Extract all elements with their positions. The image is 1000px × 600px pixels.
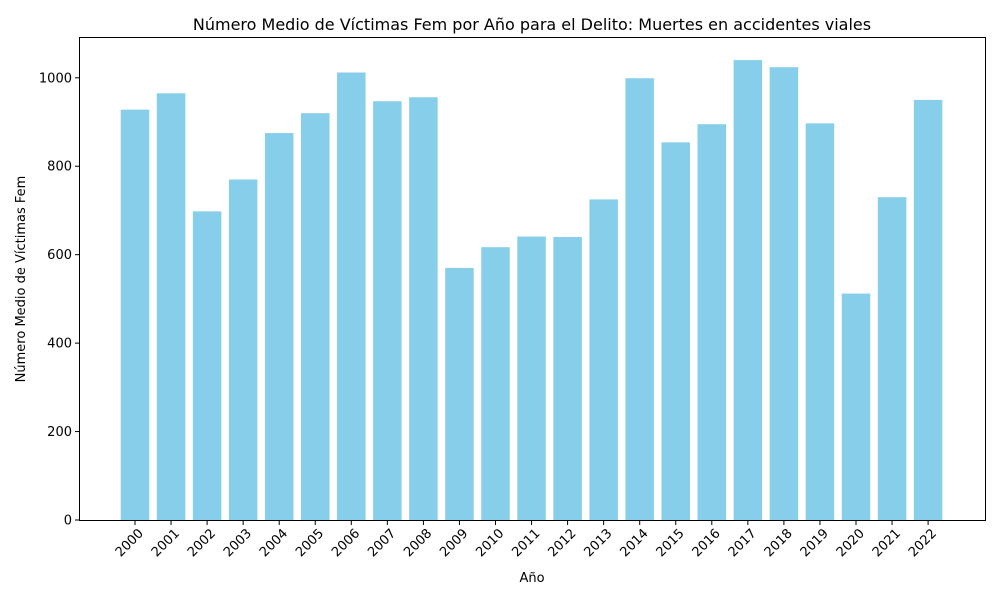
x-tick-label: 2017 bbox=[726, 526, 760, 560]
bar-2022 bbox=[913, 99, 943, 520]
bar-2005 bbox=[301, 113, 330, 521]
bar-2000 bbox=[120, 109, 150, 520]
y-tick-label: 0 bbox=[64, 514, 72, 529]
x-tick-label: 2013 bbox=[581, 526, 615, 560]
x-tick-label: 2009 bbox=[437, 526, 471, 560]
x-tick-label: 2016 bbox=[690, 526, 724, 560]
bar-2012 bbox=[553, 236, 582, 521]
bar-2010 bbox=[481, 247, 510, 520]
x-tick-label: 2002 bbox=[185, 526, 219, 560]
plot-frame bbox=[79, 37, 986, 521]
bar-2015 bbox=[661, 142, 690, 521]
y-axis-ticks: 0 200 400 600 800 1000 bbox=[39, 71, 80, 529]
bar-2003 bbox=[228, 179, 258, 520]
bar-2014 bbox=[625, 78, 654, 521]
y-tick-label: 800 bbox=[47, 160, 72, 175]
bar-2021 bbox=[877, 197, 907, 520]
x-tick-label: 2015 bbox=[654, 526, 688, 560]
y-tick-label: 600 bbox=[47, 248, 72, 263]
x-tick-label: 2006 bbox=[329, 526, 363, 560]
bar-2011 bbox=[517, 236, 546, 521]
x-tick-label: 2019 bbox=[798, 526, 832, 560]
bar-2002 bbox=[192, 211, 222, 520]
x-tick-label: 2008 bbox=[401, 526, 435, 560]
bar-2006 bbox=[337, 72, 366, 521]
x-tick-label: 2000 bbox=[113, 526, 147, 560]
x-tick-label: 2020 bbox=[834, 526, 868, 560]
x-tick-label: 2011 bbox=[509, 526, 543, 560]
x-tick-label: 2004 bbox=[257, 526, 291, 560]
bar-2008 bbox=[409, 97, 438, 520]
x-tick-label: 2014 bbox=[618, 526, 652, 560]
chart-title: Número Medio de Víctimas Fem por Año par… bbox=[193, 15, 871, 34]
x-axis-ticks: 2000 2001 2002 2003 2004 2005 2006 2007 2008 2009… bbox=[113, 520, 940, 560]
x-tick-label: 2005 bbox=[293, 526, 327, 560]
bar-2016 bbox=[697, 124, 727, 520]
bar-2018 bbox=[769, 67, 799, 520]
y-tick-label: 1000 bbox=[39, 71, 72, 86]
bar-2007 bbox=[373, 101, 402, 520]
bar-2001 bbox=[156, 93, 186, 520]
x-tick-label: 2007 bbox=[365, 526, 399, 560]
y-tick-label: 400 bbox=[47, 337, 72, 352]
y-axis-title: Número Medio de Víctimas Fem bbox=[14, 176, 29, 383]
bar-2004 bbox=[264, 133, 294, 520]
x-tick-label: 2003 bbox=[221, 526, 255, 560]
x-tick-label: 2010 bbox=[473, 526, 507, 560]
x-tick-label: 2022 bbox=[906, 526, 940, 560]
bar-2009 bbox=[445, 267, 474, 520]
bar-2013 bbox=[589, 199, 618, 520]
bar-2019 bbox=[805, 123, 835, 520]
bar-2020 bbox=[841, 293, 871, 520]
y-tick-label: 200 bbox=[47, 425, 72, 440]
bars-group bbox=[120, 60, 943, 521]
bar-2017 bbox=[733, 60, 763, 521]
x-tick-label: 2012 bbox=[545, 526, 579, 560]
x-axis-title: Año bbox=[519, 571, 544, 586]
x-tick-label: 2001 bbox=[149, 526, 183, 560]
x-tick-label: 2018 bbox=[762, 526, 796, 560]
x-tick-label: 2021 bbox=[870, 526, 904, 560]
